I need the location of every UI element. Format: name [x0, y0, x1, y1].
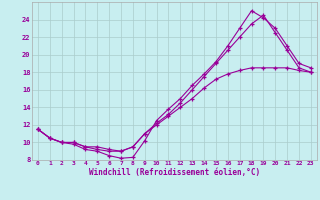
- X-axis label: Windchill (Refroidissement éolien,°C): Windchill (Refroidissement éolien,°C): [89, 168, 260, 177]
